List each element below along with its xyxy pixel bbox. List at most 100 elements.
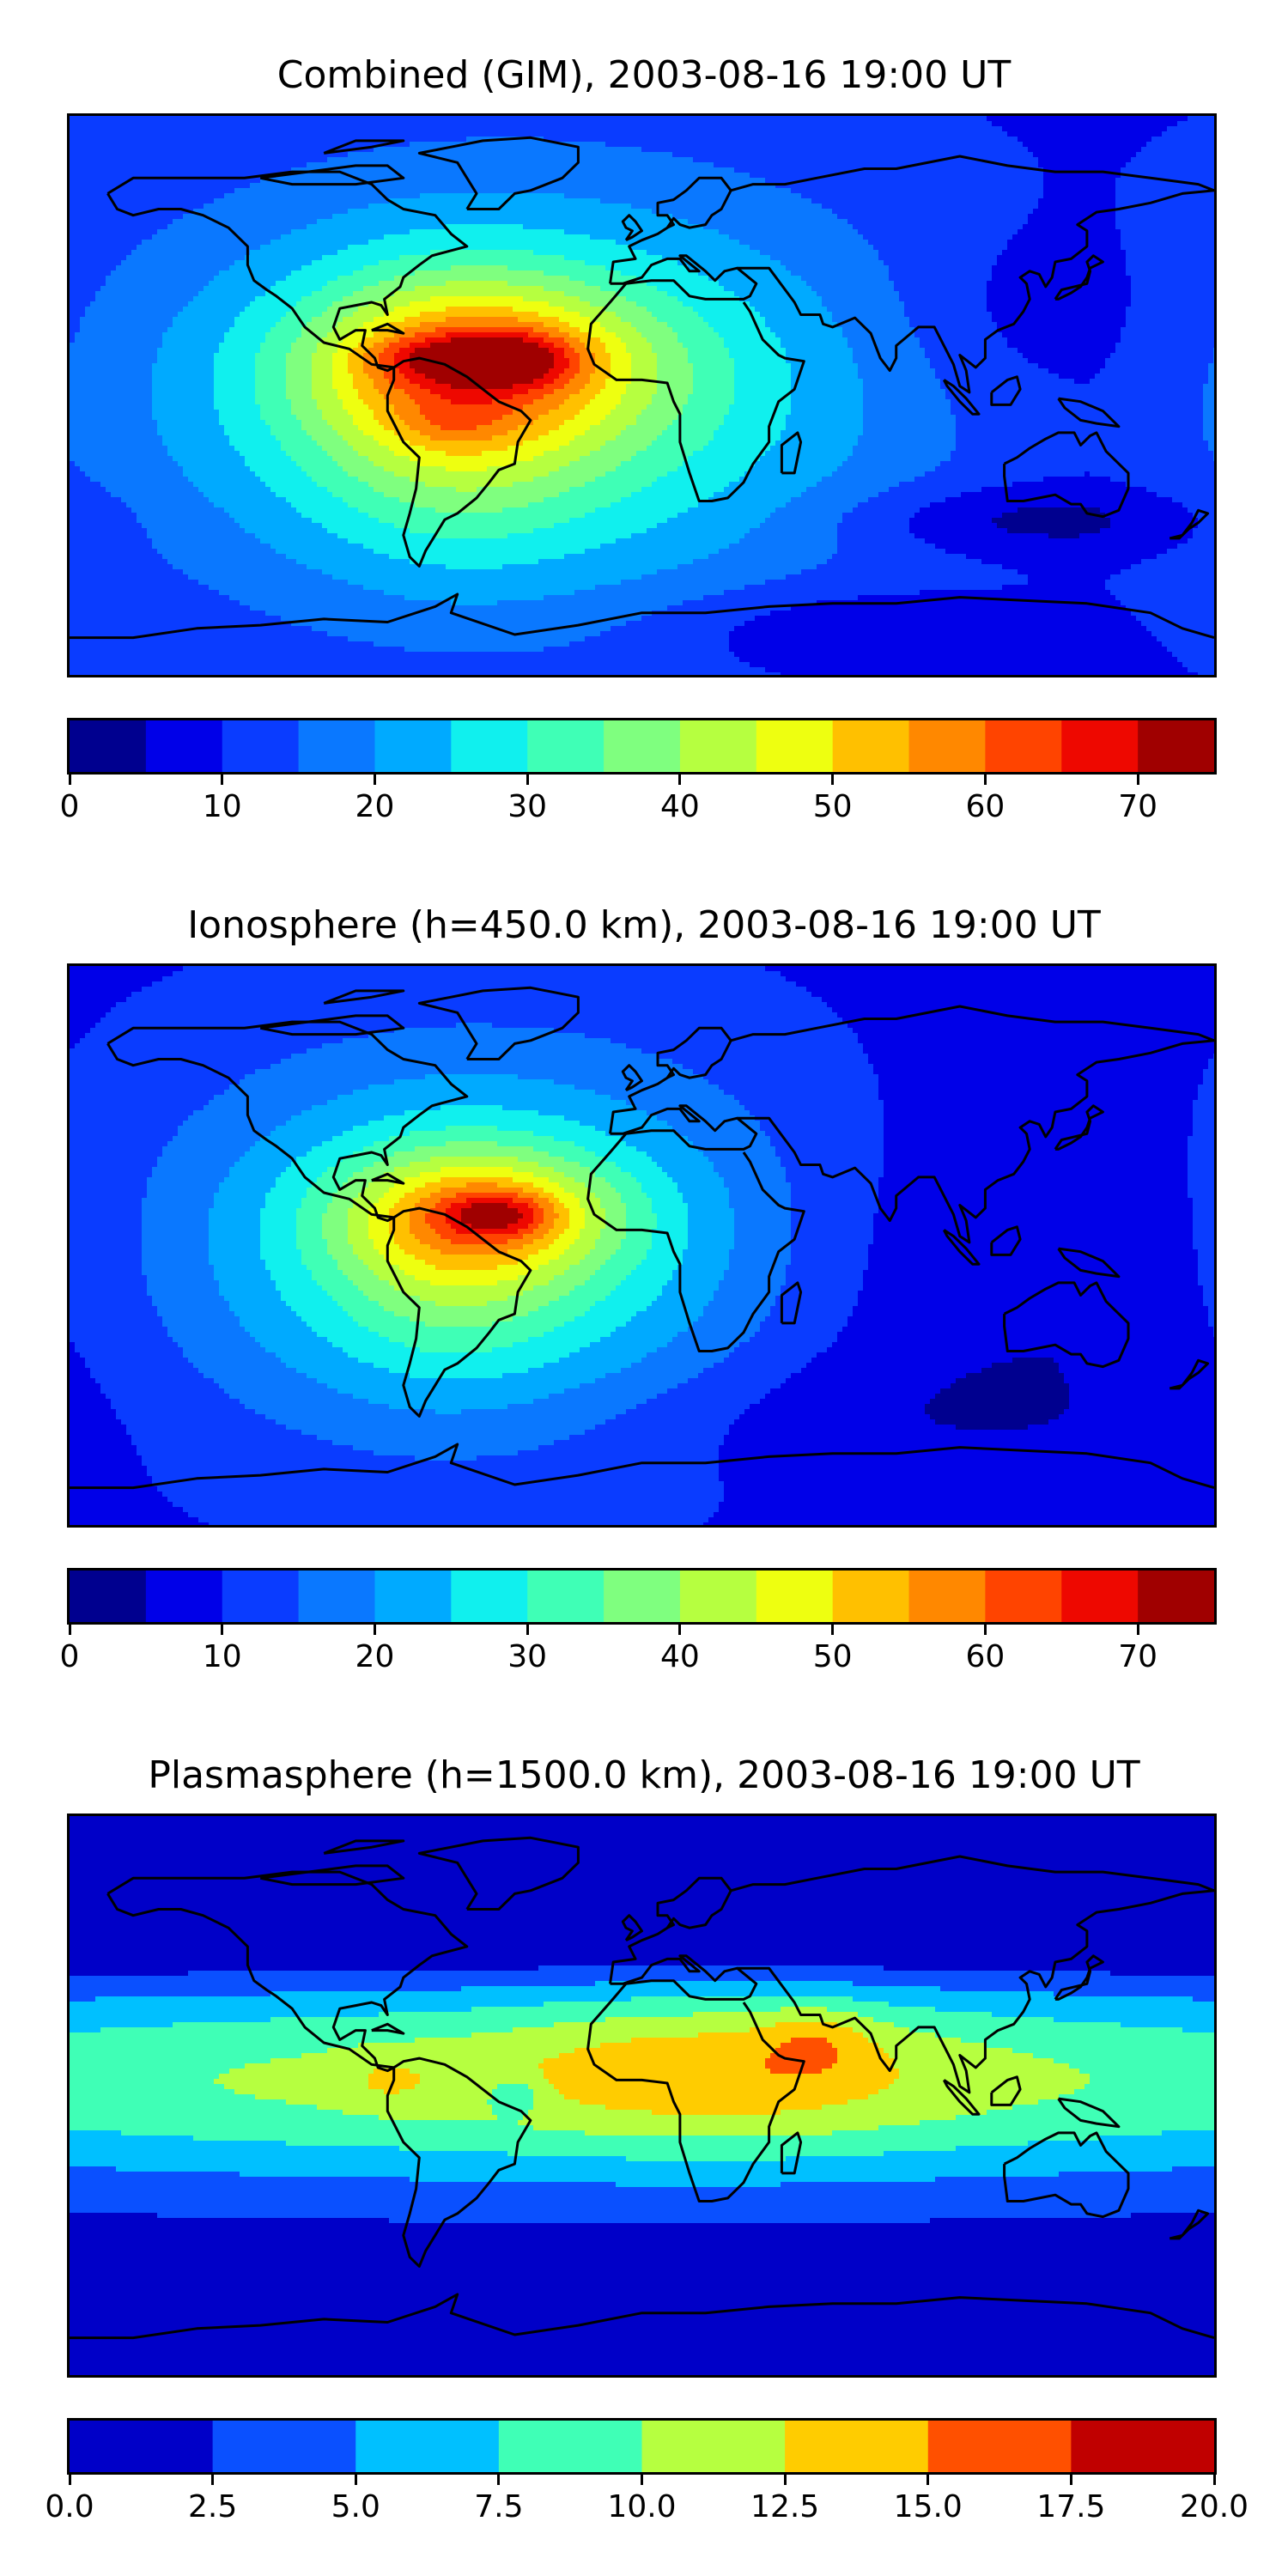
heatmap-cell bbox=[914, 157, 920, 163]
heatmap-cell bbox=[399, 167, 405, 173]
heatmap-cell bbox=[1079, 121, 1085, 127]
heatmap-cell bbox=[1079, 152, 1085, 158]
heatmap-cell bbox=[688, 193, 694, 199]
heatmap-cell bbox=[446, 204, 452, 210]
heatmap-cell bbox=[703, 121, 709, 127]
heatmap-cell bbox=[167, 152, 173, 158]
heatmap-cell bbox=[142, 167, 148, 173]
heatmap-cell bbox=[507, 157, 513, 163]
heatmap-cell bbox=[981, 152, 987, 158]
heatmap-cell bbox=[301, 147, 307, 153]
heatmap-cell bbox=[270, 224, 276, 230]
heatmap-cell bbox=[971, 214, 977, 220]
heatmap-cell bbox=[1121, 137, 1127, 143]
heatmap-cell bbox=[265, 147, 271, 153]
heatmap-cell bbox=[1059, 157, 1065, 163]
heatmap-cell bbox=[1110, 137, 1116, 143]
heatmap-cell bbox=[1188, 131, 1194, 137]
heatmap-cell bbox=[368, 198, 374, 204]
heatmap-cell bbox=[1079, 147, 1085, 153]
heatmap-cell bbox=[636, 204, 642, 210]
heatmap-cell bbox=[296, 152, 302, 158]
heatmap-cell bbox=[229, 131, 235, 137]
heatmap-cell bbox=[1182, 137, 1188, 143]
heatmap-cell bbox=[631, 209, 637, 215]
heatmap-cell bbox=[523, 126, 529, 132]
heatmap-cell bbox=[461, 183, 467, 189]
heatmap-cell bbox=[966, 116, 972, 122]
heatmap-cell bbox=[956, 121, 962, 127]
heatmap-cell bbox=[363, 188, 369, 194]
heatmap-cell bbox=[909, 142, 915, 148]
heatmap-cell bbox=[281, 142, 287, 148]
heatmap-cell bbox=[961, 224, 967, 230]
heatmap-cell bbox=[1054, 142, 1060, 148]
heatmap-cell bbox=[1007, 183, 1013, 189]
heatmap-cell bbox=[708, 157, 714, 163]
heatmap-cell bbox=[1007, 173, 1013, 179]
heatmap-cell bbox=[147, 198, 153, 204]
heatmap-cell bbox=[492, 126, 498, 132]
heatmap-cell bbox=[240, 167, 246, 173]
heatmap-cell bbox=[1002, 188, 1008, 194]
heatmap-cell bbox=[796, 204, 802, 210]
heatmap-cell bbox=[1023, 178, 1029, 184]
heatmap-cell bbox=[580, 173, 586, 179]
heatmap-cell bbox=[219, 162, 225, 168]
heatmap-cell bbox=[719, 193, 725, 199]
heatmap-cell bbox=[744, 224, 750, 230]
heatmap-cell bbox=[992, 204, 998, 210]
heatmap-cell bbox=[1188, 209, 1194, 215]
heatmap-cell bbox=[744, 198, 750, 204]
heatmap-cell bbox=[507, 116, 513, 122]
heatmap-cell bbox=[590, 142, 596, 148]
heatmap-cell bbox=[894, 178, 900, 184]
heatmap-cell bbox=[992, 147, 998, 153]
heatmap-cell bbox=[466, 121, 472, 127]
heatmap-cell bbox=[126, 183, 132, 189]
heatmap-cell bbox=[703, 131, 709, 137]
heatmap-cell bbox=[580, 162, 586, 168]
heatmap-cell bbox=[770, 137, 776, 143]
heatmap-cell bbox=[760, 131, 766, 137]
heatmap-cell bbox=[786, 188, 792, 194]
heatmap-cell bbox=[255, 131, 261, 137]
heatmap-cell bbox=[657, 173, 663, 179]
heatmap-cell bbox=[394, 224, 400, 230]
heatmap-cell bbox=[384, 219, 390, 225]
heatmap-cell bbox=[1048, 157, 1054, 163]
heatmap-cell bbox=[677, 131, 683, 137]
heatmap-cell bbox=[389, 173, 395, 179]
heatmap-cell bbox=[126, 204, 132, 210]
heatmap-cell bbox=[1054, 121, 1060, 127]
heatmap-cell bbox=[739, 167, 745, 173]
heatmap-cell bbox=[590, 219, 596, 225]
heatmap-cell bbox=[75, 157, 81, 163]
heatmap-cell bbox=[204, 162, 210, 168]
heatmap-cell bbox=[1074, 157, 1080, 163]
heatmap-cell bbox=[920, 188, 926, 194]
heatmap-cell bbox=[1028, 116, 1034, 122]
heatmap-cell bbox=[1193, 157, 1199, 163]
heatmap-cell bbox=[760, 137, 766, 143]
heatmap-cell bbox=[214, 167, 220, 173]
heatmap-cell bbox=[672, 188, 678, 194]
heatmap-cell bbox=[987, 209, 993, 215]
heatmap-cell bbox=[142, 193, 148, 199]
heatmap-cell bbox=[348, 121, 354, 127]
heatmap-cell bbox=[1193, 198, 1199, 204]
heatmap-cell bbox=[440, 214, 447, 220]
heatmap-cell bbox=[899, 224, 905, 230]
heatmap-cell bbox=[595, 126, 601, 132]
heatmap-cell bbox=[229, 198, 235, 204]
heatmap-cell bbox=[853, 214, 859, 220]
heatmap-cell bbox=[482, 198, 488, 204]
heatmap-cell bbox=[569, 209, 575, 215]
heatmap-cell bbox=[595, 152, 601, 158]
heatmap-cell bbox=[940, 162, 946, 168]
heatmap-cell bbox=[461, 137, 467, 143]
heatmap-cell bbox=[755, 121, 761, 127]
heatmap-cell bbox=[611, 157, 617, 163]
heatmap-cell bbox=[817, 121, 823, 127]
heatmap-cell bbox=[791, 204, 797, 210]
